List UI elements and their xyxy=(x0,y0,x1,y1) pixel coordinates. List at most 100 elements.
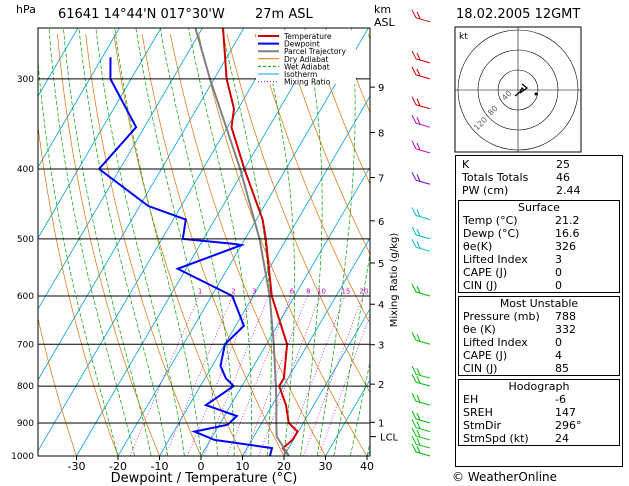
dry-adiabat-line xyxy=(198,34,368,456)
unstable-label: CAPE (J) xyxy=(463,349,508,362)
wind-barb-flag xyxy=(416,334,421,342)
wind-barb-flag xyxy=(416,174,421,182)
hpa-unit-label: hPa xyxy=(16,3,36,16)
wind-barb xyxy=(415,148,431,154)
unstable-value: 4 xyxy=(555,349,562,362)
indices-block: K 25 Totals Totals 46 PW (cm) 2.44 xyxy=(458,158,620,197)
pressure-tick-label: 600 xyxy=(17,292,34,302)
unstable-box: Most Unstable Pressure (mb) 788 θe (K) 332… xyxy=(458,296,620,376)
wind-barb xyxy=(415,443,431,449)
x-tick-label: 10 xyxy=(236,460,250,473)
isotherm-line xyxy=(38,28,286,452)
dry-adiabat-line xyxy=(38,316,77,456)
index-label: Totals Totals xyxy=(462,171,529,184)
wind-barb-flag xyxy=(411,427,417,437)
wind-barb-flag xyxy=(411,9,417,19)
dry-adiabat-line xyxy=(283,33,370,255)
hodograph-storm-marker xyxy=(534,92,538,96)
wind-barb-flag xyxy=(416,228,421,237)
mixing-ratio-tick-label: 25 xyxy=(374,287,383,295)
km-unit-label: km xyxy=(374,3,392,16)
unstable-row: Lifted Index 0 xyxy=(459,336,619,349)
unstable-label: Lifted Index xyxy=(463,336,528,349)
mixing-ratio-line xyxy=(226,295,292,456)
km-tick-label: 4 xyxy=(378,300,384,311)
mixing-ratio-line xyxy=(318,314,370,456)
wind-barb xyxy=(415,74,431,80)
dry-adiabat-line xyxy=(396,34,455,456)
wind-barb-flag xyxy=(416,285,421,294)
hodograph-label: StmDir xyxy=(463,419,502,432)
hodograph-box: Hodograph EH -6 SREH 147 StmDir 296° StmSpd… xyxy=(458,379,620,446)
mixing-ratio-line xyxy=(303,295,364,456)
km-tick-label: 2 xyxy=(378,380,384,391)
mixing-ratio-tick-label: 8 xyxy=(306,287,310,295)
surface-value: 0 xyxy=(555,266,562,279)
km-tick-label: 6 xyxy=(378,217,384,228)
dry-adiabat-line xyxy=(425,34,455,456)
isotherm-line xyxy=(38,28,120,168)
isotherm-line xyxy=(242,237,370,456)
wind-barb-flag xyxy=(416,437,421,446)
hodograph-label: SREH xyxy=(463,406,493,419)
wind-barb xyxy=(415,339,431,345)
hodograph-row: StmDir 296° xyxy=(459,419,619,432)
wind-barb xyxy=(415,291,431,297)
wind-barb xyxy=(415,246,431,252)
mixing-ratio-axis-title: Mixing Ratio (g/kg) xyxy=(389,233,400,328)
unstable-label: Pressure (mb) xyxy=(463,310,540,323)
legend-label: Parcel Trajectory xyxy=(284,47,346,56)
legend-label: Wet Adiabat xyxy=(284,62,330,71)
pressure-tick-label: 900 xyxy=(17,419,34,429)
asl-unit-label: ASL xyxy=(374,16,395,29)
pressure-tick-label: 500 xyxy=(17,235,34,245)
hodograph-ring-label: 40 xyxy=(500,89,514,103)
hodograph-frame xyxy=(454,26,582,153)
legend-box xyxy=(256,30,356,84)
legend-label: Mixing Ratio xyxy=(284,78,331,87)
isotherm-line xyxy=(38,28,162,239)
hodograph-ring xyxy=(457,29,579,151)
wind-barb-flag xyxy=(411,410,417,420)
unstable-value: 85 xyxy=(555,362,569,375)
wet-adiabat-line xyxy=(316,28,356,456)
km-tick-label: 1 xyxy=(378,418,384,429)
x-tick-label: 30 xyxy=(319,460,333,473)
dry-adiabat-line xyxy=(311,33,370,185)
wind-barb-flag xyxy=(416,68,421,77)
wet-adiabat-line xyxy=(300,28,323,456)
station-label: 61641 14°44'N 017°30'W xyxy=(58,7,225,22)
credit-label: © WeatherOnline xyxy=(452,470,558,484)
surface-label: Lifted Index xyxy=(463,253,528,266)
wind-barb-flag xyxy=(411,373,417,383)
wind-barb xyxy=(415,17,431,23)
wind-barb xyxy=(415,104,431,110)
legend-label: Isotherm xyxy=(284,70,317,79)
surface-label: CAPE (J) xyxy=(463,266,508,279)
x-axis-title: Dewpoint / Temperature (°C) xyxy=(111,471,298,486)
hodograph-row: SREH 147 xyxy=(459,406,619,419)
surface-box: Surface Temp (°C) 21.2 Dewp (°C) 16.6 θe(K… xyxy=(458,200,620,293)
mixing-ratio-tick-label: 15 xyxy=(341,287,350,295)
unstable-row: CIN (J) 85 xyxy=(459,362,619,375)
unstable-value: 0 xyxy=(555,336,562,349)
wind-barb-flag xyxy=(411,419,417,428)
hodograph-unit-label: kt xyxy=(459,32,468,42)
wet-adiabat-line xyxy=(260,28,295,456)
wind-barb-flag xyxy=(411,96,417,105)
wind-barb xyxy=(415,451,431,457)
datetime-label: 18.02.2005 12GMT xyxy=(456,7,581,22)
wind-barb xyxy=(415,122,431,128)
mixing-ratio-tick-label: 2 xyxy=(231,287,235,295)
hodograph-value: 24 xyxy=(555,432,569,445)
hodograph-value: -6 xyxy=(555,393,566,406)
surface-row: Temp (°C) 21.2 xyxy=(459,214,619,227)
surface-value: 21.2 xyxy=(555,214,580,227)
dry-adiabat-line xyxy=(38,123,119,456)
x-tick-label: -30 xyxy=(68,460,86,473)
surface-row: CIN (J) 0 xyxy=(459,279,619,292)
wind-barb xyxy=(415,381,431,387)
surface-label: CIN (J) xyxy=(463,279,498,292)
dry-adiabat-line xyxy=(141,34,285,456)
wet-adiabat-line xyxy=(78,28,169,456)
